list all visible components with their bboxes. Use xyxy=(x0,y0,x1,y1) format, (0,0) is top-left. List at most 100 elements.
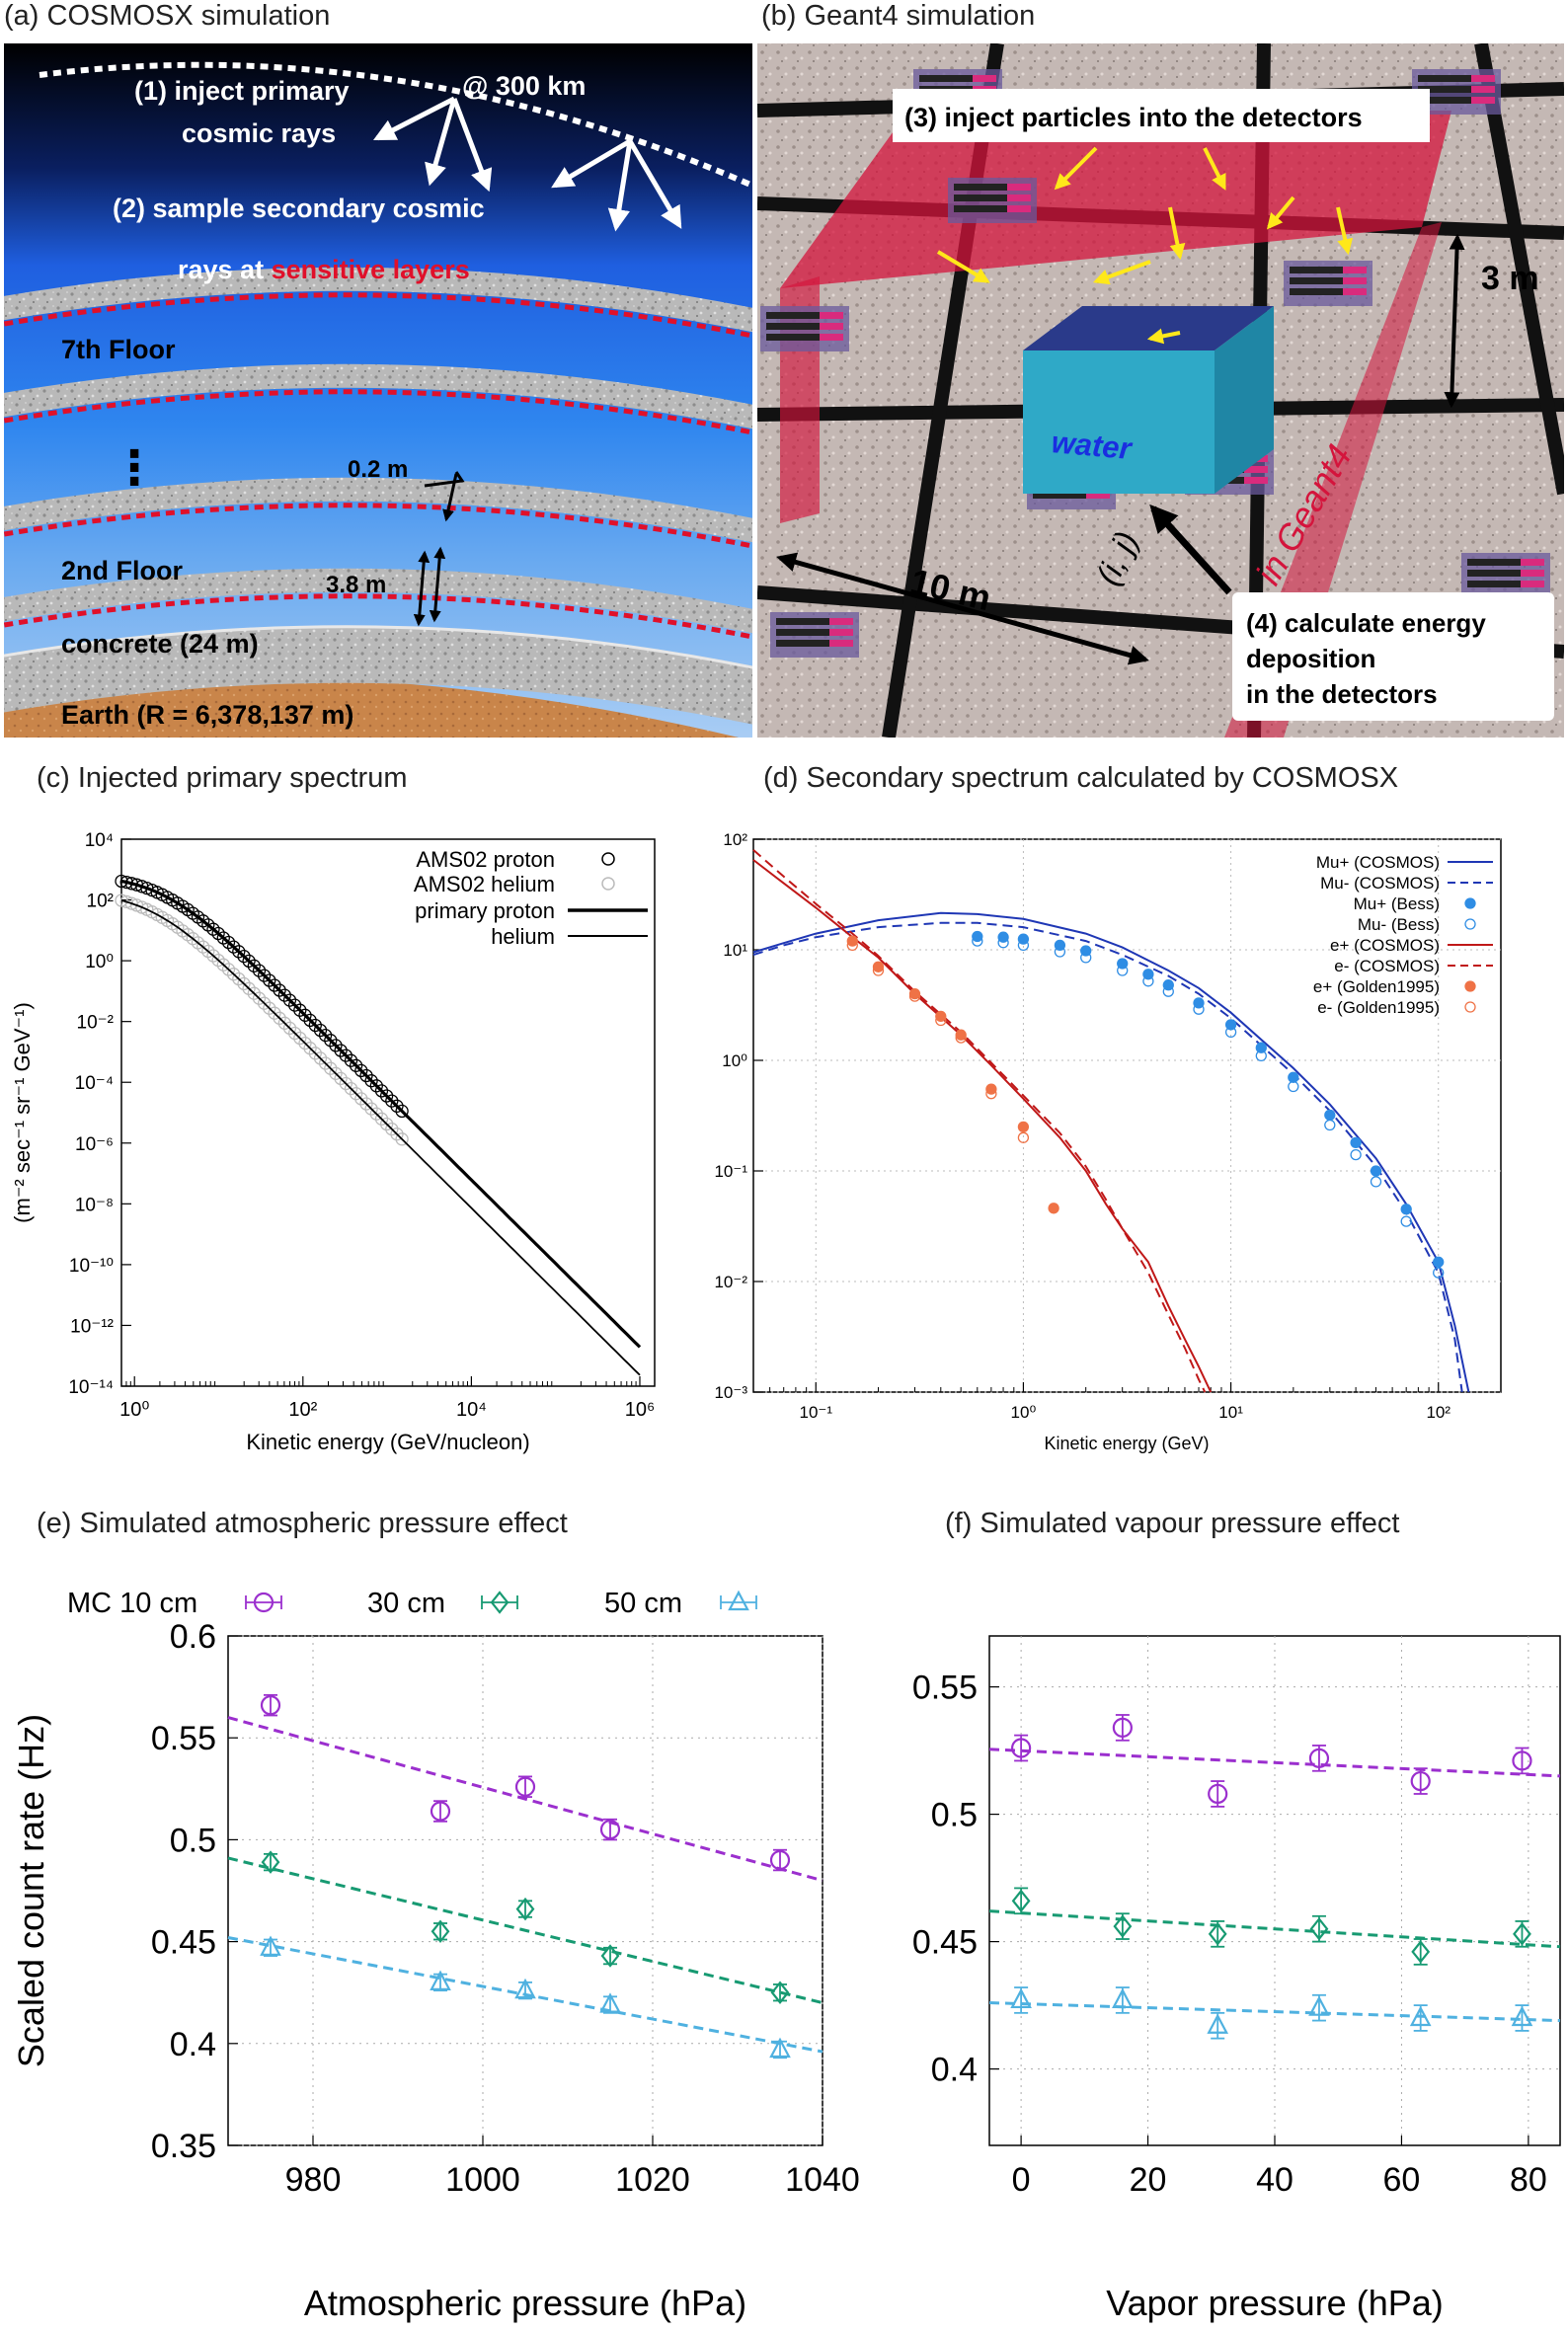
panel-a-illustration xyxy=(4,43,752,738)
chart-d-legend: Mu+ (COSMOS) Mu- (COSMOS)Mu+ (Bess) Mu- (B… xyxy=(1313,853,1493,1017)
chart-f-data-point xyxy=(1207,2013,1229,2034)
sensitive-layer xyxy=(4,503,752,549)
concrete-label: concrete (24 m) xyxy=(61,629,259,659)
floor7-label: 7th Floor xyxy=(61,335,176,364)
floor2-slab xyxy=(4,568,752,634)
step4-label-line2: deposition xyxy=(1246,644,1375,673)
roof-slab xyxy=(4,267,752,333)
chart-c-data-point xyxy=(226,940,241,954)
chart-c-ytick-label: 10⁻¹⁰ xyxy=(69,1256,114,1277)
chart-c-data-point xyxy=(226,968,241,981)
chart-c-data-point xyxy=(339,1076,353,1091)
chart-d-data-point xyxy=(1370,1165,1382,1177)
chart-c-data-point xyxy=(379,1089,394,1103)
legend-ams02-proton-marker xyxy=(601,852,615,866)
chart-d-legend-marker xyxy=(1464,918,1476,930)
chart-c-data-point xyxy=(277,988,291,1002)
legend-ams02-helium: AMS02 helium xyxy=(414,872,555,896)
chart-d-legend-entry: e+ (Golden1995) xyxy=(1313,977,1440,996)
chart-e-data-point xyxy=(769,2037,791,2059)
step1-label-line2: cosmic rays xyxy=(182,118,336,148)
chart-f-fit-line xyxy=(988,1748,1561,1778)
chart-c-data-point xyxy=(287,998,302,1012)
floor3-slab xyxy=(4,477,752,543)
chart-c-data-point xyxy=(313,1023,328,1038)
chart-c-data-point xyxy=(313,1051,328,1065)
chart-c-ytick-label: 10² xyxy=(87,892,114,912)
chart-c-data-point xyxy=(263,1001,276,1015)
chart-e-data-point xyxy=(260,1695,281,1716)
panel-a-title: (a) COSMOSX simulation xyxy=(4,0,331,32)
floor7-slab xyxy=(4,363,752,429)
chart-d-data-point xyxy=(972,935,983,947)
chart-c-xtick-label: 10⁴ xyxy=(456,1399,487,1421)
chart-c-xtick-label: 10² xyxy=(288,1399,317,1421)
chart-c-data-point xyxy=(252,964,267,977)
chart-c-ytick-label: 10⁰ xyxy=(85,952,114,972)
chart-c-data-point xyxy=(257,969,272,982)
chart-c-data-point xyxy=(282,993,297,1007)
chart-c-data-point xyxy=(374,1084,389,1098)
chart-d-xtick-label: 10⁰ xyxy=(1011,1403,1037,1422)
floor2-label: 2nd Floor xyxy=(61,556,183,585)
chart-c-data-point xyxy=(303,1013,317,1028)
chart-e-fit-line xyxy=(227,1716,823,1883)
chart-d-ytick-label: 10⁰ xyxy=(722,1051,747,1070)
step3-label: (3) inject particles into the detectors xyxy=(904,103,1363,132)
chart-f-xtick-label: 80 xyxy=(1510,2161,1547,2199)
chart-c-data-point xyxy=(385,1094,399,1108)
step1-label-line1: (1) inject primary xyxy=(134,76,350,106)
chart-d-data-point xyxy=(1162,985,1174,997)
chart-c-ytick-label: 10⁻⁶ xyxy=(75,1134,114,1155)
chart-c-data-point xyxy=(329,1039,343,1052)
legend-primary-proton: primary proton xyxy=(415,898,555,923)
chart-e-data-point xyxy=(770,1981,790,2004)
chart-c-data-point xyxy=(324,1061,338,1075)
sensitive-layer xyxy=(4,593,752,640)
chart-c-data-point xyxy=(252,991,267,1005)
chart-e-data-point xyxy=(769,1849,791,1871)
chart-d-xlabel: Kinetic energy (GeV) xyxy=(1044,1434,1209,1453)
chart-d-data-point xyxy=(908,987,921,1000)
water-label: water xyxy=(1050,425,1135,466)
chart-c-data-point xyxy=(237,949,251,964)
chart-e-ytick-label: 0.4 xyxy=(170,2026,216,2063)
chart-e-data-point xyxy=(260,1935,281,1956)
step4-label-line3: in the detectors xyxy=(1246,679,1438,709)
height-label: 3 m xyxy=(1481,260,1539,297)
chart-f-data-point xyxy=(1010,1987,1032,2009)
chart-f-xtick-label: 60 xyxy=(1383,2161,1421,2199)
chart-c-data-point xyxy=(257,996,272,1010)
chart-d-data-point xyxy=(935,1010,947,1023)
chart-d-data-point xyxy=(908,990,921,1002)
chart-f-data-point xyxy=(1411,1940,1431,1964)
chart-d-ytick-label: 10⁻² xyxy=(714,1273,747,1291)
chart-c: 10⁰ 10² 10⁴ 10⁶ 10⁻¹⁴ 10⁻¹² 10⁻¹⁰ 10⁻⁸ 10⁻⁶ 10⁻⁴ 1… xyxy=(10,830,656,1454)
detector-unit xyxy=(770,612,859,658)
chart-c-data-point xyxy=(379,1117,394,1131)
chart-c-data-point xyxy=(308,1018,322,1033)
chart-f-data-point xyxy=(1208,1783,1228,1805)
chart-c-data-point xyxy=(232,945,246,959)
chart-e-data-point xyxy=(515,1897,535,1921)
chart-f-ytick-label: 0.45 xyxy=(912,1924,978,1962)
chart-c-data-point xyxy=(390,1099,404,1113)
chart-c-data-point xyxy=(349,1087,363,1101)
chart-e-ytick-label: 0.55 xyxy=(151,1720,216,1757)
panel-d-title: (d) Secondary spectrum calculated by COS… xyxy=(763,762,1399,794)
chart-e-data-point xyxy=(514,1978,536,1999)
chart-c-ytick-label: 10⁻¹² xyxy=(70,1316,114,1337)
chart-e-data-point xyxy=(430,1801,451,1822)
legend-mc-10cm: MC 10 cm xyxy=(67,1588,197,1619)
chart-d-data-point xyxy=(1017,939,1030,952)
chart-d-legend-entry: Mu- (Bess) xyxy=(1358,915,1440,934)
chart-f-ytick-label: 0.5 xyxy=(931,1797,978,1834)
chart-c-data-point xyxy=(282,1021,297,1036)
chart-f-ytick-label: 0.4 xyxy=(931,2052,978,2089)
step2-label-prefix: rays at xyxy=(178,255,272,284)
chart-d-data-point xyxy=(1433,1267,1445,1279)
chart-f-xtick-label: 40 xyxy=(1256,2161,1294,2199)
chart-c-data-point xyxy=(273,983,286,997)
chart-c-data-point xyxy=(390,1127,404,1141)
chart-f-data-point xyxy=(1511,2005,1533,2027)
